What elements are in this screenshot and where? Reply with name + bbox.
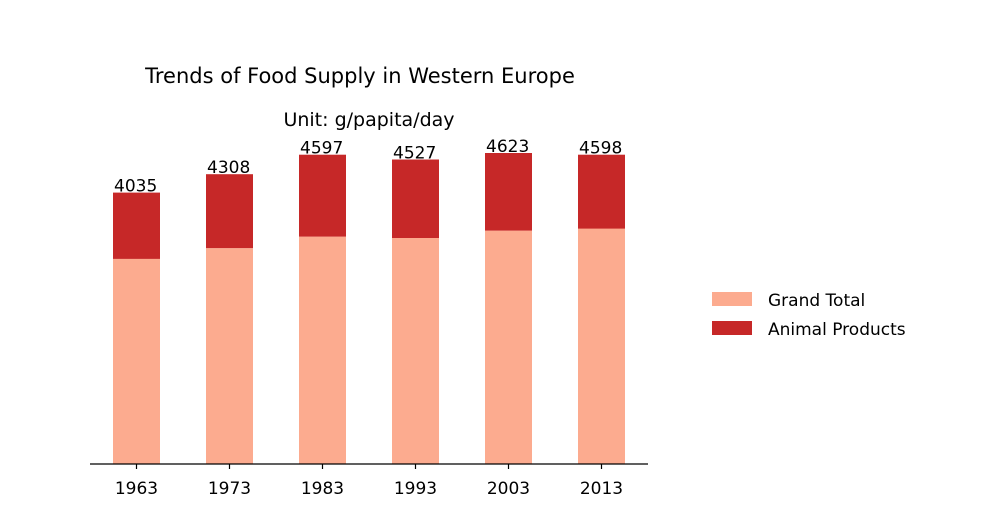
chart-title: Trends of Food Supply in Western Europe xyxy=(144,64,575,88)
total-label-1993: 4527 xyxy=(393,144,436,164)
total-label-1983: 4597 xyxy=(300,139,343,159)
x-tick-label-1973: 1973 xyxy=(208,479,251,499)
bar-group xyxy=(113,153,625,464)
data-labels: 4035 4308 4597 4527 4623 4598 xyxy=(114,137,622,197)
bar-grand-total-1963 xyxy=(113,258,160,464)
x-axis-ticks: 1963 1973 1983 1993 2003 2013 xyxy=(115,464,623,499)
bar-animal-products-2013 xyxy=(578,154,625,229)
legend-swatch-grand-total xyxy=(712,292,752,306)
total-label-2003: 4623 xyxy=(486,137,529,157)
x-tick-label-1993: 1993 xyxy=(394,479,437,499)
bar-animal-products-1973 xyxy=(206,174,253,249)
bar-grand-total-1993 xyxy=(392,238,439,464)
total-label-1973: 4308 xyxy=(207,158,250,178)
bar-animal-products-1963 xyxy=(113,192,160,259)
total-label-2013: 4598 xyxy=(579,139,622,159)
x-tick-label-1963: 1963 xyxy=(115,479,158,499)
x-tick-label-1983: 1983 xyxy=(301,479,344,499)
legend-label-animal-products: Animal Products xyxy=(768,320,906,340)
x-tick-label-2003: 2003 xyxy=(487,479,530,499)
legend: Grand Total Animal Products xyxy=(712,291,906,340)
bar-grand-total-2013 xyxy=(578,228,625,464)
bar-animal-products-2003 xyxy=(485,153,532,231)
bar-grand-total-2003 xyxy=(485,230,532,464)
bar-animal-products-1983 xyxy=(299,154,346,237)
bar-grand-total-1973 xyxy=(206,248,253,464)
bar-grand-total-1983 xyxy=(299,236,346,464)
bar-animal-products-1993 xyxy=(392,159,439,238)
total-label-1963: 4035 xyxy=(114,177,157,197)
legend-label-grand-total: Grand Total xyxy=(768,291,865,311)
legend-swatch-animal-products xyxy=(712,321,752,335)
x-tick-label-2013: 2013 xyxy=(580,479,623,499)
chart-subtitle: Unit: g/papita/day xyxy=(283,109,454,131)
